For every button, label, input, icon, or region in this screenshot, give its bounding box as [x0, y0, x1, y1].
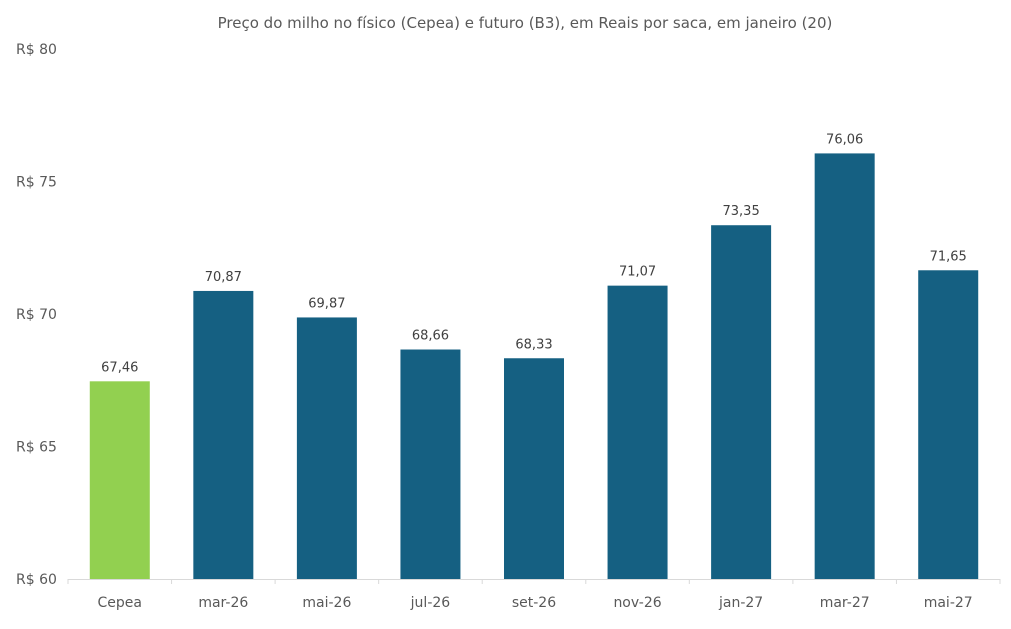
- x-tick-label: jul-26: [410, 595, 451, 611]
- data-label: 69,87: [308, 296, 345, 311]
- bar-mar-27: [814, 153, 875, 579]
- bar-mar-26: [193, 290, 254, 579]
- bar-nov-26: [607, 285, 668, 579]
- bar-mai-27: [918, 270, 979, 579]
- y-tick-label: R$ 60: [16, 572, 57, 588]
- bar-jan-27: [711, 225, 772, 579]
- x-tick-label: jan-27: [718, 595, 763, 611]
- data-label: 71,65: [930, 249, 967, 264]
- x-tick-label: set-26: [512, 595, 556, 611]
- y-tick-label: R$ 80: [16, 42, 57, 58]
- bar-set-26: [504, 358, 564, 579]
- x-tick-label: mar-26: [198, 595, 248, 611]
- data-label: 73,35: [723, 204, 760, 219]
- bar-Cepea: [89, 381, 150, 579]
- data-label: 68,33: [515, 337, 552, 352]
- x-tick-label: mar-27: [820, 595, 870, 611]
- data-label: 76,06: [826, 132, 863, 147]
- x-tick-label: mai-26: [302, 595, 351, 611]
- y-tick-label: R$ 65: [16, 440, 57, 456]
- y-tick-label: R$ 75: [16, 175, 57, 191]
- data-label: 71,07: [619, 265, 656, 280]
- chart-title: Preço do milho no físico (Cepea) e futur…: [218, 14, 833, 32]
- bars: 67,46 70,87 69,87 68,66 68,33 71,07 73,35 76,06…: [89, 132, 979, 579]
- bar-mai-26: [296, 317, 357, 579]
- y-tick-label: R$ 70: [16, 307, 57, 323]
- data-label: 67,46: [101, 360, 138, 375]
- y-axis: R$ 60 R$ 65 R$ 70 R$ 75 R$ 80: [16, 42, 57, 588]
- x-axis: Cepea mar-26 mai-26 jul-26 set-26 nov-26 jan-2…: [67, 579, 1001, 611]
- bar-jul-26: [400, 349, 461, 579]
- x-tick-label: Cepea: [98, 595, 142, 611]
- x-tick-label: nov-26: [613, 595, 661, 611]
- x-tick-label: mai-27: [924, 595, 973, 611]
- data-label: 68,66: [412, 329, 449, 344]
- data-label: 70,87: [205, 270, 242, 285]
